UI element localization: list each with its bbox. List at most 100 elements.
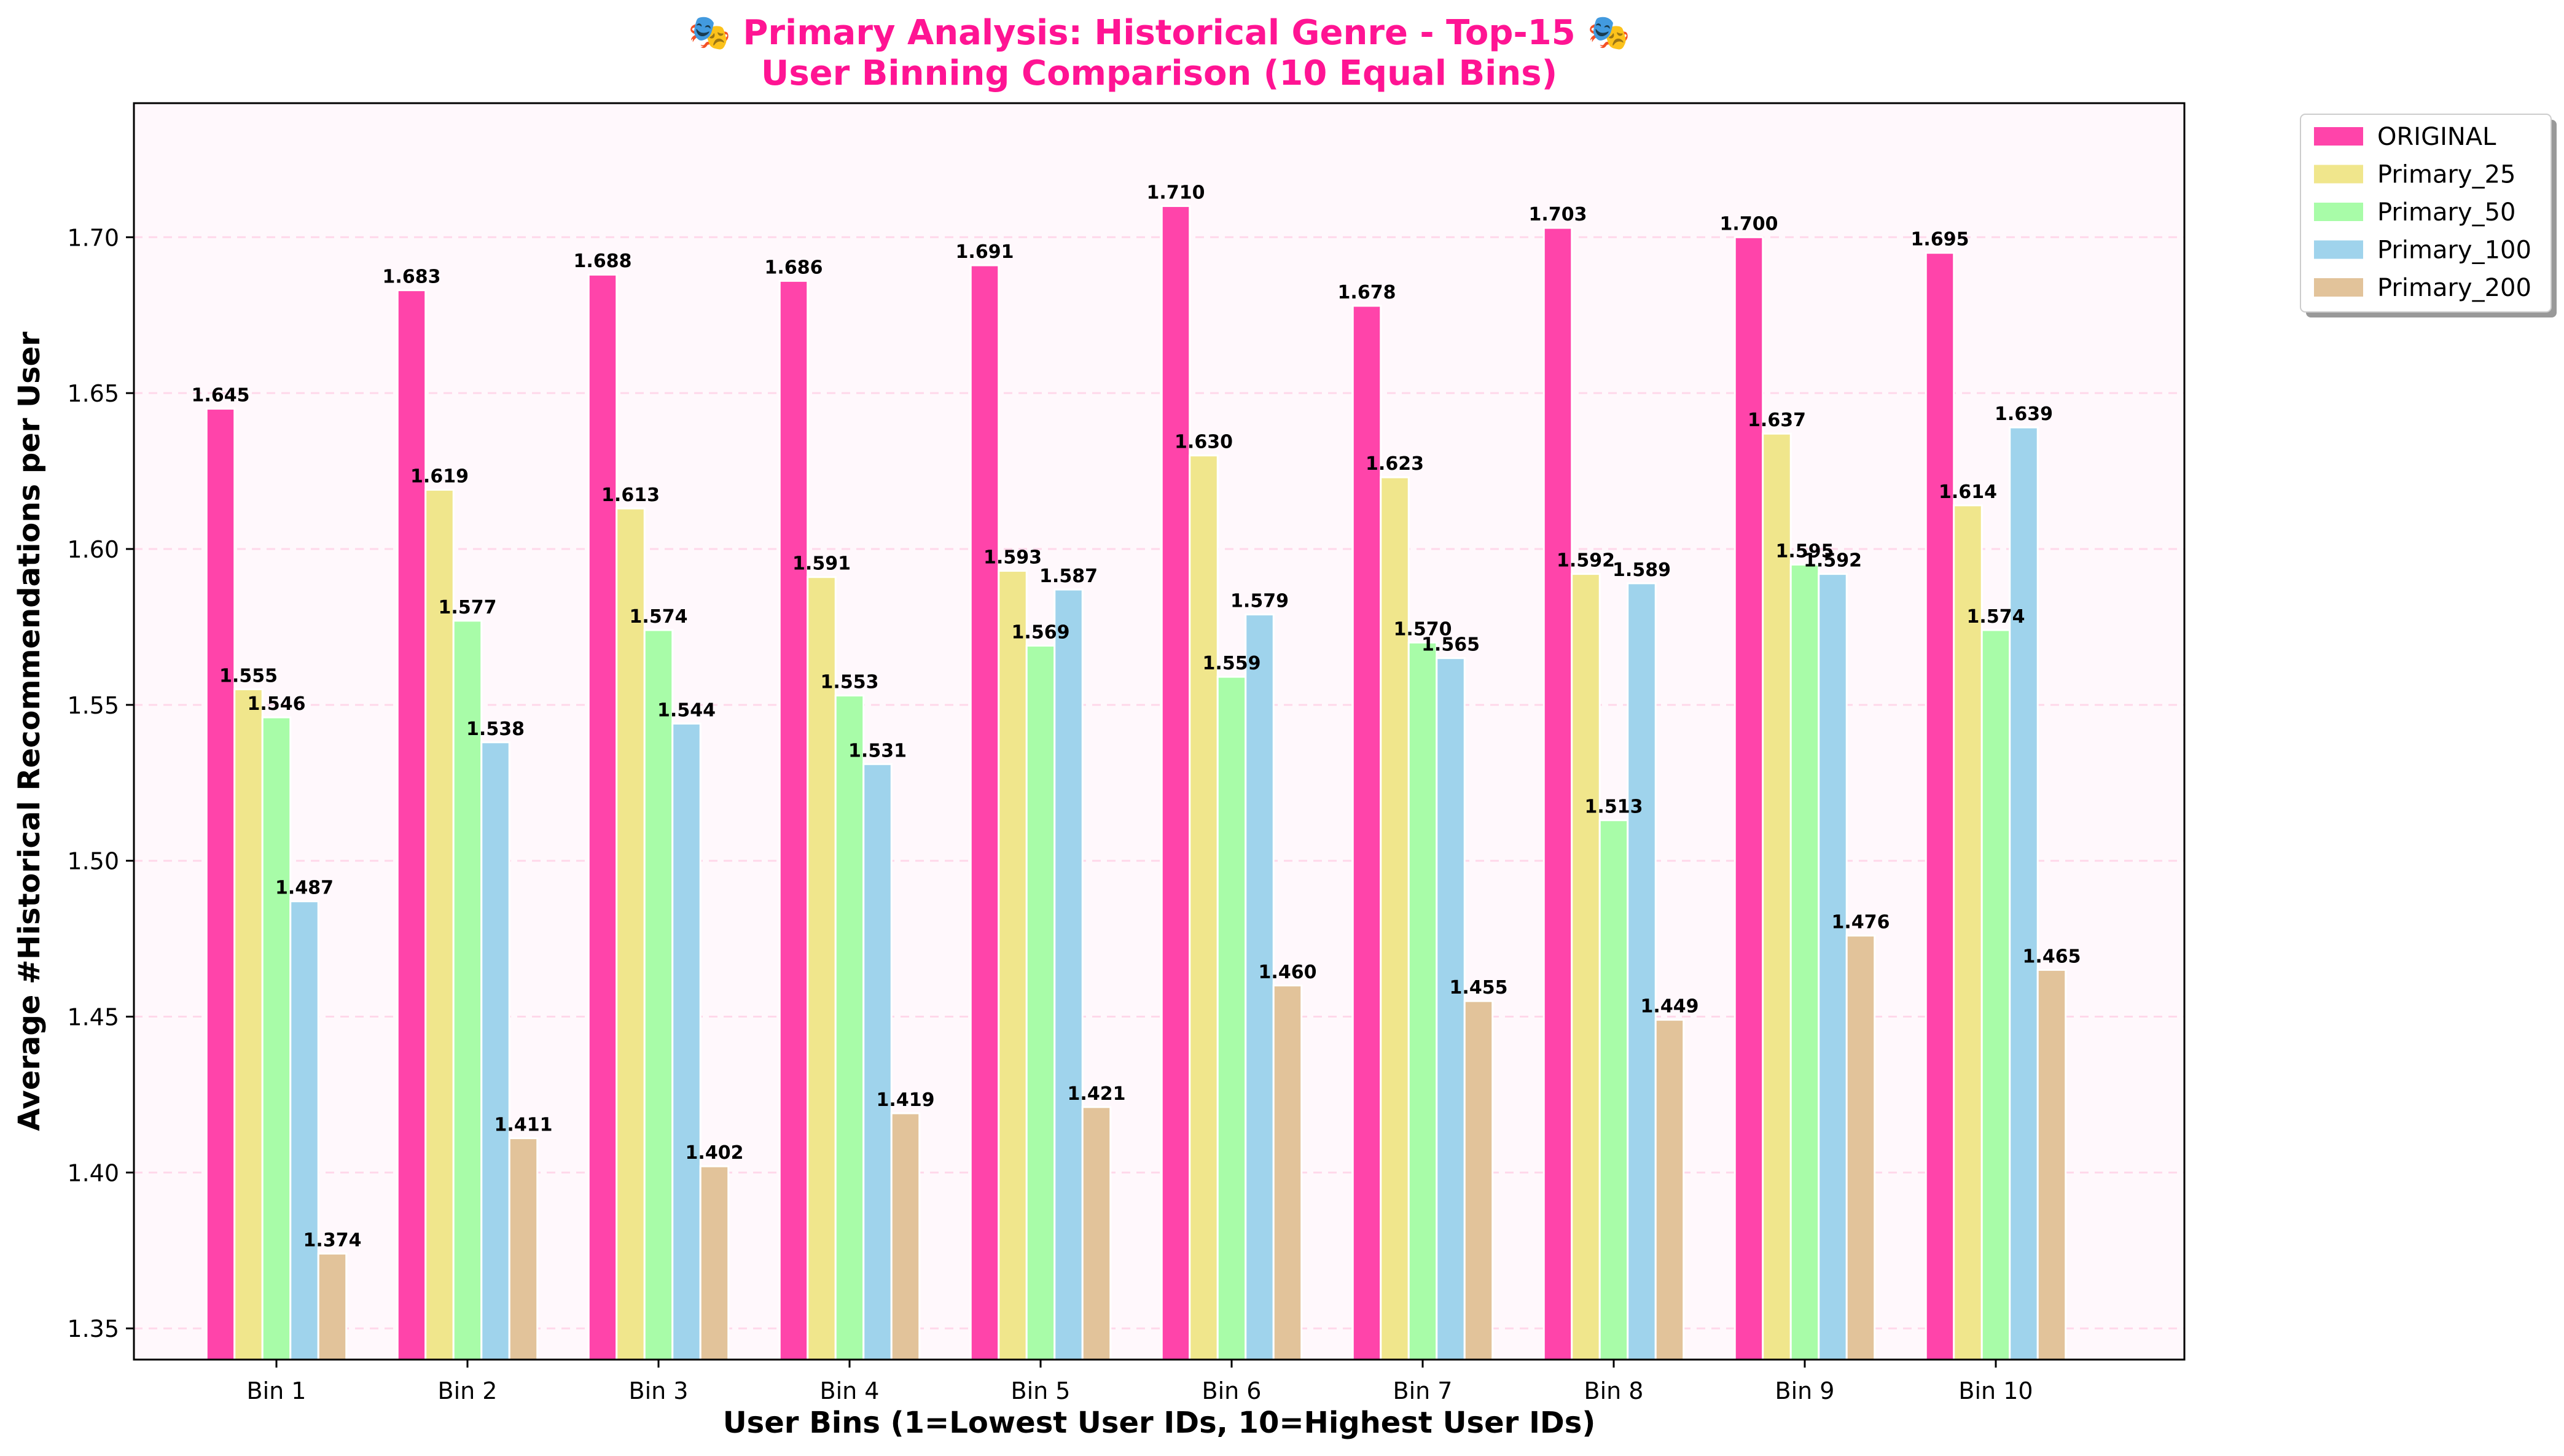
bar-value-label: 1.630 (1175, 432, 1233, 453)
bar (671, 722, 702, 1361)
bar-value-label: 1.449 (1641, 996, 1699, 1018)
bar-value-label: 1.688 (574, 251, 632, 272)
bar (1407, 641, 1438, 1361)
bar-value-label: 1.553 (821, 672, 879, 693)
bar-value-label: 1.592 (1804, 550, 1862, 572)
bar-value-label: 1.544 (657, 699, 716, 721)
bar (1627, 582, 1657, 1361)
legend-swatch (2314, 165, 2363, 184)
bar-value-label: 1.695 (1911, 229, 1969, 251)
legend-box (2300, 114, 2552, 313)
bar (1160, 205, 1191, 1361)
plot-frame (133, 102, 2186, 1361)
legend-swatch (2314, 278, 2363, 297)
bar-value-label: 1.465 (2023, 946, 2081, 967)
x-tick-label: Bin 6 (1202, 1377, 1262, 1404)
bar (1463, 1000, 1494, 1361)
x-tick-label: Bin 4 (820, 1377, 880, 1404)
bar (1980, 629, 2011, 1361)
bar-value-label: 1.587 (1039, 566, 1098, 587)
bar (1351, 305, 1382, 1361)
bar (1818, 573, 1848, 1361)
bar (643, 629, 674, 1361)
bar (807, 576, 837, 1361)
bar (1925, 252, 1955, 1361)
legend-label: Primary_25 (2377, 161, 2515, 189)
bar (890, 1112, 921, 1361)
bar-value-label: 1.421 (1068, 1083, 1126, 1105)
bar-value-label: 1.637 (1748, 410, 1806, 431)
bar (778, 279, 809, 1361)
bar-value-label: 1.565 (1421, 634, 1480, 656)
bar (317, 1252, 348, 1361)
bar (1762, 432, 1792, 1361)
bar-value-label: 1.411 (494, 1115, 553, 1136)
chart-title: 🎭 Primary Analysis: Historical Genre - T… (688, 13, 1630, 53)
bar-value-label: 1.703 (1529, 204, 1587, 225)
x-tick-label: Bin 9 (1775, 1377, 1835, 1404)
bar-value-label: 1.577 (439, 597, 497, 618)
bar-value-label: 1.476 (1832, 912, 1890, 933)
x-tick-label: Bin 2 (438, 1377, 498, 1404)
chart-subtitle: User Binning Comparison (10 Equal Bins) (761, 53, 1557, 93)
y-tick-label: 1.70 (67, 224, 119, 251)
legend-label: ORIGINAL (2377, 123, 2496, 151)
bar (1081, 1106, 1112, 1361)
bar-value-label: 1.686 (765, 257, 823, 278)
x-tick-label: Bin 8 (1584, 1377, 1644, 1404)
legend-label: Primary_200 (2377, 274, 2531, 302)
bar (1436, 657, 1466, 1361)
y-axis: 1.35 1.40 1.45 1.50 1.55 1.60 1.65 1.70 (67, 224, 134, 1342)
x-tick-label: Bin 10 (1958, 1377, 2033, 1404)
bar (289, 900, 319, 1361)
bar (1654, 1019, 1685, 1361)
bar (1953, 504, 1983, 1361)
bar (1571, 573, 1601, 1361)
legend-label: Primary_50 (2377, 198, 2515, 227)
bar-value-label: 1.487 (275, 878, 334, 899)
bar-value-label: 1.546 (248, 693, 306, 715)
bar-value-label: 1.592 (1557, 550, 1615, 572)
bar (1733, 236, 1764, 1361)
bar (862, 763, 893, 1361)
bar (1189, 454, 1219, 1361)
legend-swatch (2314, 240, 2363, 259)
bar-value-label: 1.538 (466, 718, 525, 740)
x-tick-label: Bin 1 (247, 1377, 307, 1404)
bar (508, 1137, 539, 1361)
value-labels: 1.645 1.555 1.546 1.487 1.374 1.683 1.619 1.577… (192, 182, 2081, 1252)
bar (205, 408, 236, 1361)
bar-value-label: 1.559 (1203, 653, 1261, 674)
bar (699, 1165, 730, 1361)
bar (2036, 968, 2067, 1361)
bar-value-label: 1.419 (877, 1089, 935, 1111)
y-tick-label: 1.60 (67, 536, 119, 563)
bar-value-label: 1.513 (1585, 796, 1643, 818)
x-tick-label: Bin 7 (1393, 1377, 1453, 1404)
bar (233, 688, 264, 1361)
bar-value-label: 1.574 (630, 606, 688, 628)
y-tick-label: 1.65 (67, 380, 119, 407)
bar-value-label: 1.623 (1366, 453, 1424, 475)
bar-value-label: 1.555 (219, 665, 278, 687)
legend-swatch (2314, 127, 2363, 146)
bar-value-label: 1.639 (1995, 403, 2053, 425)
bar-value-label: 1.570 (1394, 618, 1452, 640)
y-axis-label: Average #Historical Recommendations per … (12, 332, 47, 1131)
bar-value-label: 1.710 (1147, 182, 1205, 204)
x-axis: Bin 1 Bin 2 Bin 3 Bin 4 Bin 5 Bin 6 Bin 7 Bin 8… (247, 1360, 2033, 1404)
bar (1380, 476, 1410, 1361)
bar-value-label: 1.691 (956, 241, 1014, 263)
x-axis-label: User Bins (1=Lowest User IDs, 10=Highest… (723, 1406, 1596, 1440)
bar (1789, 563, 1820, 1361)
bar-value-label: 1.700 (1720, 213, 1778, 235)
bar-value-label: 1.531 (848, 740, 907, 761)
bar (1245, 613, 1275, 1361)
bar-value-label: 1.591 (792, 553, 851, 575)
bar-value-label: 1.619 (410, 466, 469, 488)
bar-value-label: 1.402 (686, 1142, 744, 1164)
bar (587, 273, 618, 1361)
bar (396, 289, 427, 1361)
bar-value-label: 1.579 (1230, 591, 1289, 612)
